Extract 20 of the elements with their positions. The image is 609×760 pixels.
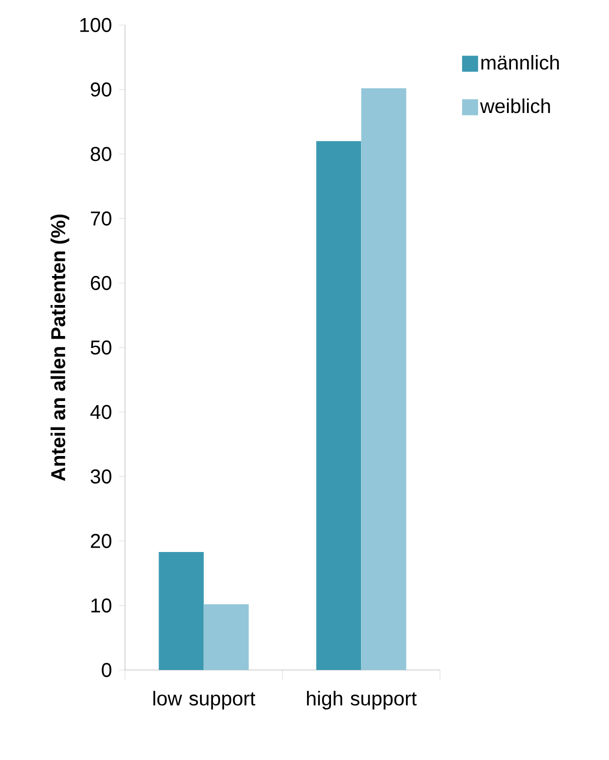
y-tick-label: 70	[90, 211, 112, 226]
x-tick-label: low support	[153, 690, 256, 710]
bar	[158, 552, 204, 670]
y-tick-label: 90	[90, 82, 112, 97]
y-tick-label: 100	[80, 18, 112, 32]
y-tick-label: 10	[91, 598, 112, 613]
y-tick-label: 20	[90, 534, 112, 548]
bar	[361, 88, 406, 670]
y-tick-label: 0	[102, 662, 112, 678]
x-tick-label: high support	[307, 690, 417, 710]
y-axis-title: Anteil an allen Patienten (%)	[50, 214, 70, 481]
y-tick-label: 40	[90, 404, 112, 420]
bar	[204, 604, 249, 670]
y-tick-label: 30	[90, 469, 112, 484]
y-tick-label: 50	[90, 340, 112, 355]
bar	[316, 141, 362, 670]
legend-label: weiblich	[480, 98, 550, 114]
legend-label: männlich	[481, 54, 559, 70]
y-tick-label: 60	[90, 276, 112, 290]
y-tick-label: 80	[90, 146, 112, 162]
